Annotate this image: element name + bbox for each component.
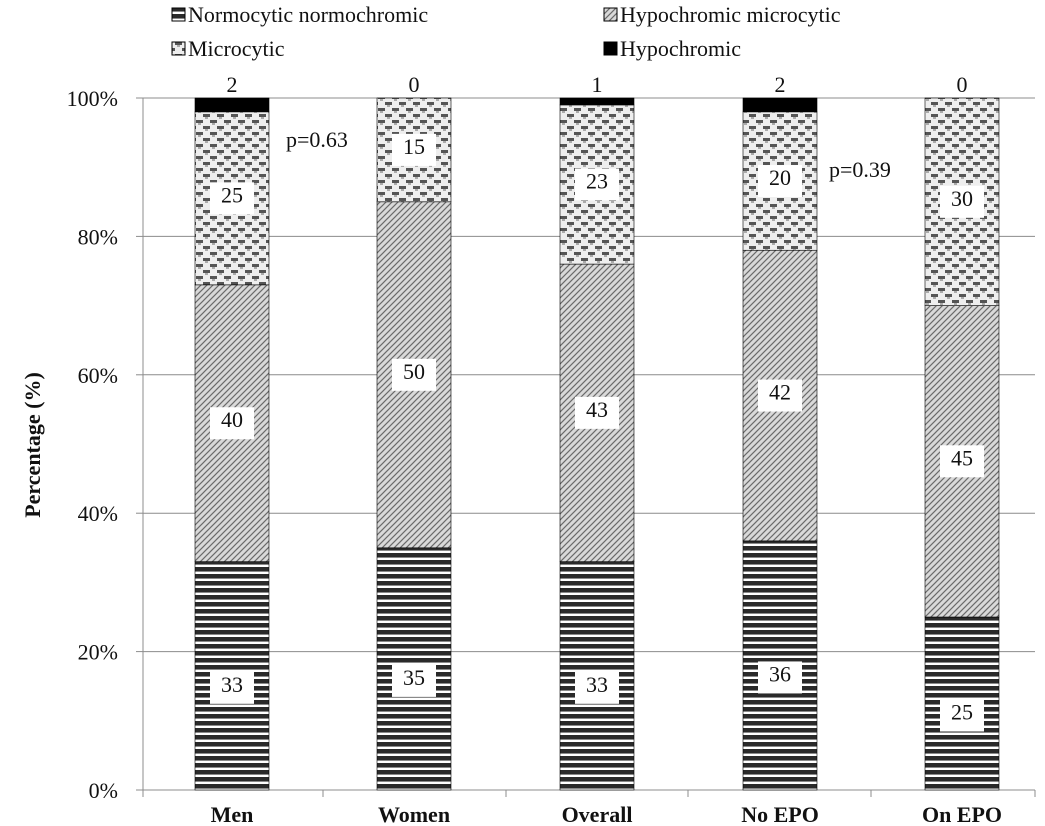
data-label: 25 bbox=[951, 700, 973, 725]
data-label-box bbox=[210, 182, 254, 215]
annotation-p-no-epo: p=0.39 bbox=[829, 157, 891, 182]
legend-label: Normocytic normochromic bbox=[188, 2, 428, 27]
x-category-label: On EPO bbox=[922, 802, 1002, 826]
data-label: 0 bbox=[409, 72, 420, 97]
data-label: 43 bbox=[586, 397, 608, 422]
x-category-label: Overall bbox=[562, 802, 633, 826]
legend-swatch bbox=[603, 41, 618, 56]
data-label: 25 bbox=[221, 182, 243, 207]
data-label-box bbox=[940, 445, 984, 478]
data-label-box bbox=[758, 661, 802, 694]
x-category-label: Women bbox=[378, 802, 450, 826]
data-label-box bbox=[940, 699, 984, 732]
bar-segment bbox=[742, 97, 818, 113]
legend-swatch bbox=[171, 41, 186, 56]
data-labels: 33 40 25 2 35 50 15 0 33 43 23 1 36 42 20 2 25 45 30 0 bbox=[210, 72, 984, 732]
data-label: 33 bbox=[221, 672, 243, 697]
data-label-box bbox=[758, 165, 802, 198]
data-label: 42 bbox=[769, 380, 791, 405]
y-tick-label: 20% bbox=[78, 640, 118, 665]
data-label-box bbox=[758, 379, 802, 412]
annotation-p-men: p=0.63 bbox=[286, 127, 348, 152]
data-label: 35 bbox=[403, 665, 425, 690]
y-tick-label: 0% bbox=[89, 778, 118, 803]
bars bbox=[194, 97, 1000, 791]
data-label-box bbox=[210, 407, 254, 440]
data-label: 33 bbox=[586, 672, 608, 697]
data-label-box bbox=[392, 358, 436, 391]
x-category-label: Men bbox=[211, 802, 254, 826]
y-tick-label: 100% bbox=[67, 86, 118, 111]
legend: Normocytic normochromic Hypochromic micro… bbox=[171, 2, 841, 61]
legend-swatch bbox=[603, 7, 618, 22]
data-label: 15 bbox=[403, 134, 425, 159]
x-category-label: No EPO bbox=[741, 802, 819, 826]
data-label: 20 bbox=[769, 165, 791, 190]
y-tick-label: 80% bbox=[78, 224, 118, 249]
data-label-box bbox=[575, 396, 619, 429]
data-label: 30 bbox=[951, 186, 973, 211]
data-label: 36 bbox=[769, 661, 791, 686]
legend-swatch bbox=[171, 7, 186, 22]
data-label-box bbox=[940, 185, 984, 218]
bar-segment bbox=[194, 97, 270, 113]
data-label-box bbox=[392, 664, 436, 697]
data-label: 0 bbox=[957, 72, 968, 97]
data-label-box bbox=[575, 168, 619, 201]
data-label: 1 bbox=[592, 72, 603, 97]
legend-label: Hypochromic microcytic bbox=[620, 2, 841, 27]
y-axis-title: Percentage (%) bbox=[20, 372, 45, 518]
y-tick-label: 40% bbox=[78, 501, 118, 526]
y-tick-label: 60% bbox=[78, 363, 118, 388]
data-label-box bbox=[210, 671, 254, 704]
data-label: 2 bbox=[775, 72, 786, 97]
data-label: 2 bbox=[227, 72, 238, 97]
data-label: 50 bbox=[403, 359, 425, 384]
data-label: 45 bbox=[951, 445, 973, 470]
bar-segment bbox=[559, 97, 635, 106]
data-label-box bbox=[392, 133, 436, 166]
data-label: 23 bbox=[586, 169, 608, 194]
legend-label: Microcytic bbox=[188, 36, 285, 61]
legend-label: Hypochromic bbox=[620, 36, 741, 61]
data-label-box bbox=[575, 671, 619, 704]
data-label: 40 bbox=[221, 407, 243, 432]
